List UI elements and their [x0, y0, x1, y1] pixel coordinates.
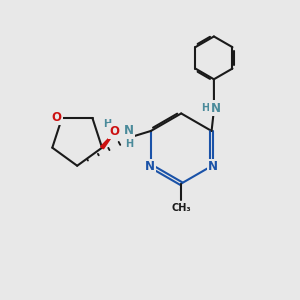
Text: N: N [208, 160, 218, 173]
Text: N: N [124, 124, 134, 137]
Text: N: N [145, 160, 154, 173]
Text: CH₃: CH₃ [171, 203, 191, 213]
Text: H: H [103, 119, 111, 129]
Text: H: H [125, 139, 133, 149]
Text: H: H [202, 103, 210, 113]
Polygon shape [101, 131, 116, 149]
Text: N: N [210, 102, 220, 115]
Text: O: O [52, 111, 61, 124]
Text: O: O [109, 124, 119, 137]
